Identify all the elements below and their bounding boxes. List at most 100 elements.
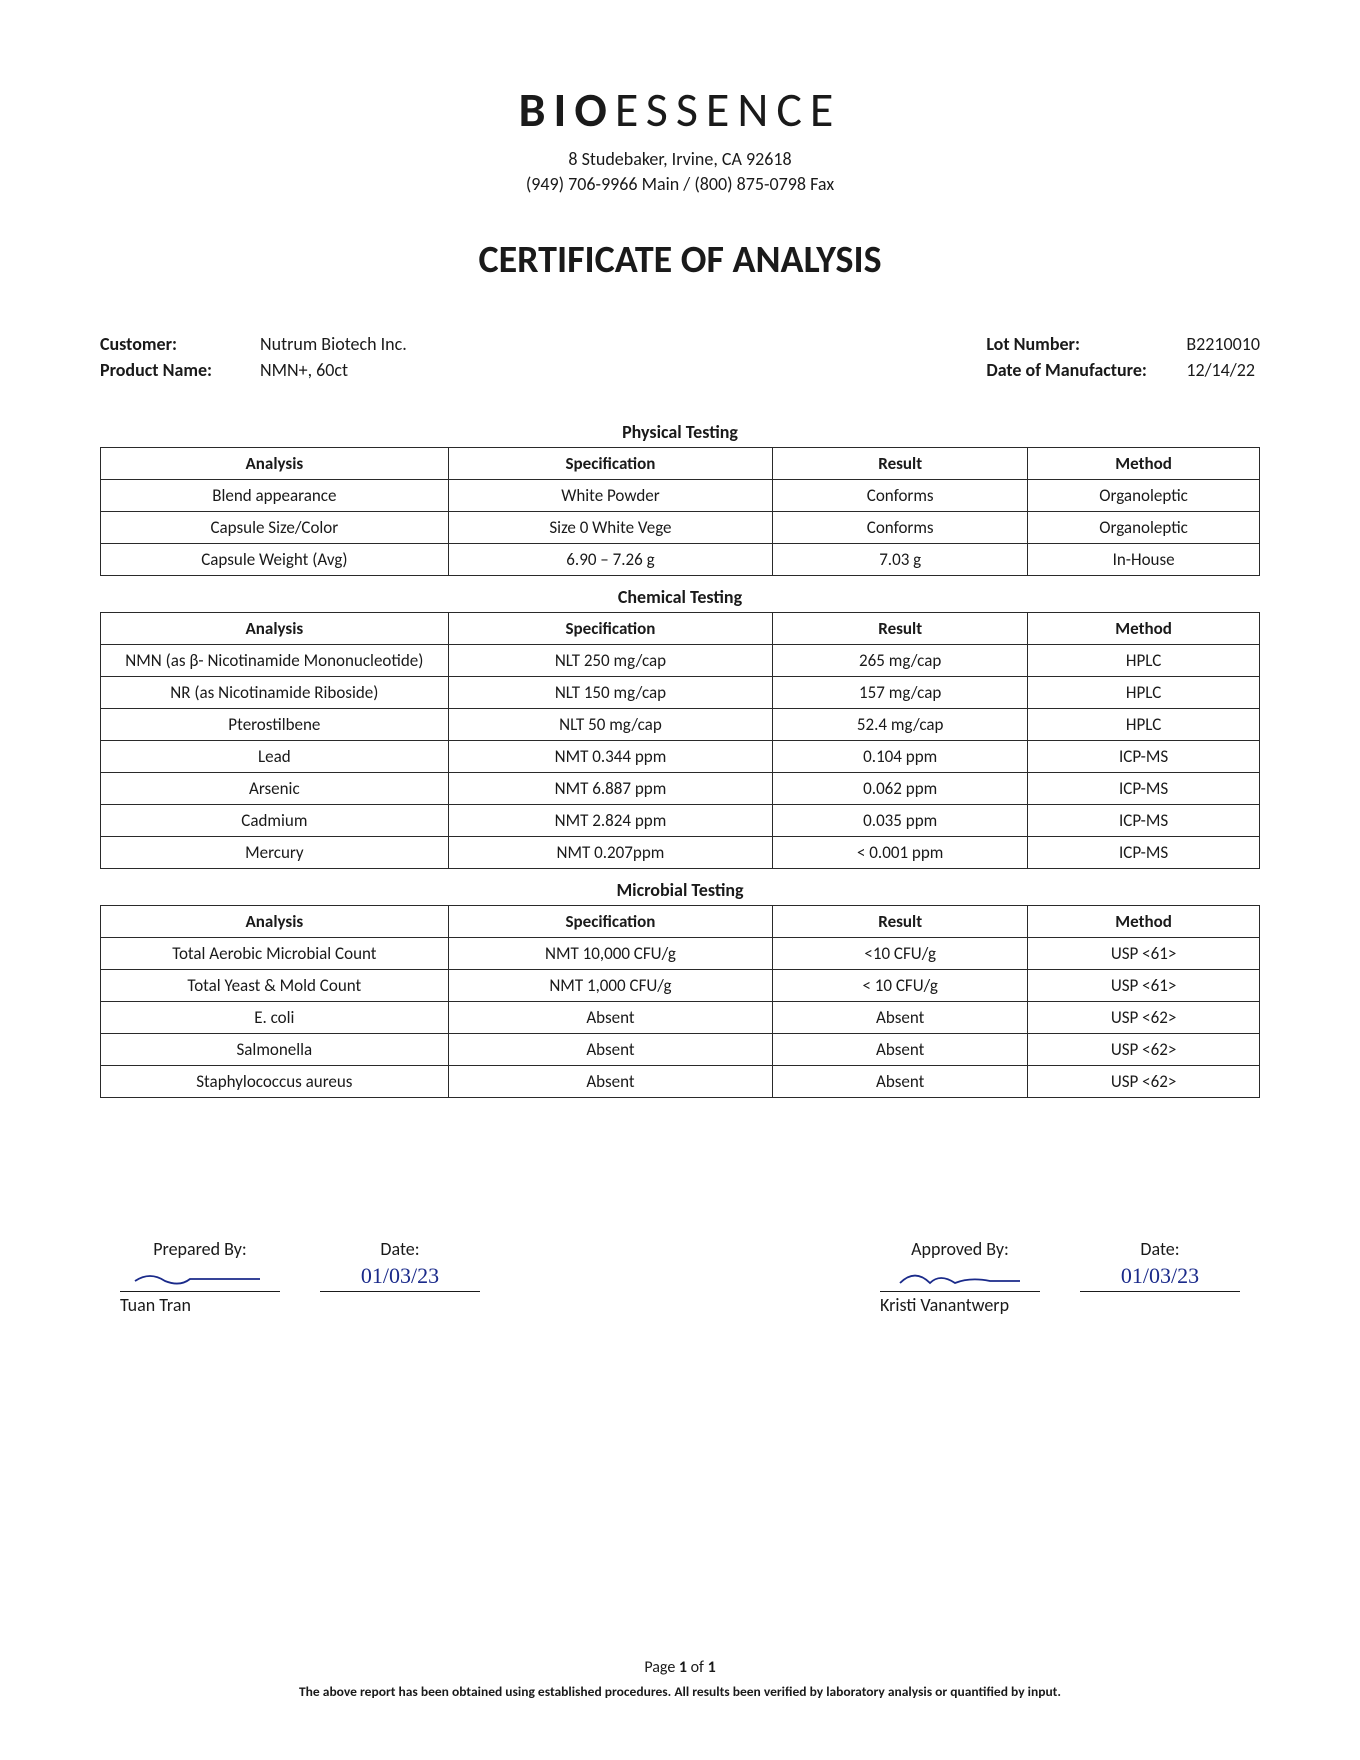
cell-result: 7.03 g [773, 544, 1028, 576]
chemical-title: Chemical Testing [100, 586, 1260, 608]
approved-by-col: Approved By: Kristi Vanantwerp [880, 1238, 1040, 1316]
logo-light: ESSENCE [615, 80, 842, 139]
cell-method: ICP-MS [1028, 741, 1260, 773]
cell-result: < 10 CFU/g [773, 970, 1028, 1002]
document-header: BIOESSENCE 8 Studebaker, Irvine, CA 9261… [100, 80, 1260, 197]
cell-method: USP <61> [1028, 970, 1260, 1002]
dom-label: Date of Manufacture: [986, 359, 1186, 381]
cell-spec: NMT 1,000 CFU/g [448, 970, 773, 1002]
cell-result: < 0.001 ppm [773, 837, 1028, 869]
cell-result: Conforms [773, 512, 1028, 544]
th-result: Result [773, 906, 1028, 938]
cell-analysis: NMN (as β- Nicotinamide Mononucleotide) [101, 645, 449, 677]
company-address: 8 Studebaker, Irvine, CA 92618 (949) 706… [100, 147, 1260, 197]
chemical-table: Analysis Specification Result Method NMN… [100, 612, 1260, 869]
th-method: Method [1028, 613, 1260, 645]
table-row: Staphylococcus aureusAbsentAbsentUSP <62… [101, 1066, 1260, 1098]
table-row: SalmonellaAbsentAbsentUSP <62> [101, 1034, 1260, 1066]
cell-spec: Absent [448, 1002, 773, 1034]
chemical-tbody: NMN (as β- Nicotinamide Mononucleotide)N… [101, 645, 1260, 869]
prepared-name: Tuan Tran [120, 1294, 280, 1316]
cell-result: Conforms [773, 480, 1028, 512]
th-spec: Specification [448, 906, 773, 938]
cell-result: <10 CFU/g [773, 938, 1028, 970]
approved-signature-line [880, 1262, 1040, 1292]
cell-spec: 6.90 – 7.26 g [448, 544, 773, 576]
cell-method: Organoleptic [1028, 512, 1260, 544]
th-method: Method [1028, 448, 1260, 480]
cell-analysis: Staphylococcus aureus [101, 1066, 449, 1098]
cell-spec: NMT 0.344 ppm [448, 741, 773, 773]
cell-analysis: Capsule Weight (Avg) [101, 544, 449, 576]
cell-spec: Size 0 White Vege [448, 512, 773, 544]
approved-date: 01/03/23 [1080, 1262, 1240, 1292]
cell-method: USP <61> [1028, 938, 1260, 970]
cell-analysis: Mercury [101, 837, 449, 869]
cell-result: 0.104 ppm [773, 741, 1028, 773]
cell-analysis: Total Aerobic Microbial Count [101, 938, 449, 970]
cell-method: ICP-MS [1028, 837, 1260, 869]
cell-result: Absent [773, 1034, 1028, 1066]
table-row: Capsule Weight (Avg)6.90 – 7.26 g7.03 gI… [101, 544, 1260, 576]
cell-spec: NLT 150 mg/cap [448, 677, 773, 709]
cell-method: USP <62> [1028, 1066, 1260, 1098]
customer-value: Nutrum Biotech Inc. [260, 333, 407, 355]
cell-result: Absent [773, 1066, 1028, 1098]
page-total: 1 [708, 1658, 716, 1677]
cell-analysis: Cadmium [101, 805, 449, 837]
table-row: MercuryNMT 0.207ppm< 0.001 ppmICP-MS [101, 837, 1260, 869]
cell-method: Organoleptic [1028, 480, 1260, 512]
table-header-row: Analysis Specification Result Method [101, 448, 1260, 480]
page-current: 1 [679, 1658, 687, 1677]
table-row: LeadNMT 0.344 ppm0.104 ppmICP-MS [101, 741, 1260, 773]
page-of: of [687, 1658, 708, 1677]
cell-spec: NMT 2.824 ppm [448, 805, 773, 837]
cell-result: Absent [773, 1002, 1028, 1034]
table-row: CadmiumNMT 2.824 ppm0.035 ppmICP-MS [101, 805, 1260, 837]
cell-method: ICP-MS [1028, 805, 1260, 837]
table-row: E. coliAbsentAbsentUSP <62> [101, 1002, 1260, 1034]
cell-result: 52.4 mg/cap [773, 709, 1028, 741]
table-row: Total Yeast & Mold CountNMT 1,000 CFU/g<… [101, 970, 1260, 1002]
cell-spec: NMT 0.207ppm [448, 837, 773, 869]
meta-section: Customer: Nutrum Biotech Inc. Product Na… [100, 333, 1260, 381]
cell-method: USP <62> [1028, 1034, 1260, 1066]
th-analysis: Analysis [101, 906, 449, 938]
meta-row: Date of Manufacture: 12/14/22 [986, 359, 1260, 381]
page-footer: Page 1 of 1 The above report has been ob… [100, 1658, 1260, 1700]
th-analysis: Analysis [101, 613, 449, 645]
prepared-date: 01/03/23 [320, 1262, 480, 1292]
cell-analysis: Arsenic [101, 773, 449, 805]
product-label: Product Name: [100, 359, 260, 381]
logo-bold: BIO [519, 80, 615, 139]
prepared-label: Prepared By: [120, 1238, 280, 1260]
prepared-by-col: Prepared By: Tuan Tran [120, 1238, 280, 1316]
table-row: ArsenicNMT 6.887 ppm0.062 ppmICP-MS [101, 773, 1260, 805]
cell-method: HPLC [1028, 677, 1260, 709]
cell-method: USP <62> [1028, 1002, 1260, 1034]
physical-tbody: Blend appearanceWhite PowderConformsOrga… [101, 480, 1260, 576]
cell-method: HPLC [1028, 645, 1260, 677]
table-row: NR (as Nicotinamide Riboside)NLT 150 mg/… [101, 677, 1260, 709]
document-title: CERTIFICATE OF ANALYSIS [100, 237, 1260, 283]
meta-left: Customer: Nutrum Biotech Inc. Product Na… [100, 333, 407, 381]
physical-table: Analysis Specification Result Method Ble… [100, 447, 1260, 576]
cell-result: 157 mg/cap [773, 677, 1028, 709]
approved-name: Kristi Vanantwerp [880, 1294, 1040, 1316]
cell-method: ICP-MS [1028, 773, 1260, 805]
microbial-tbody: Total Aerobic Microbial CountNMT 10,000 … [101, 938, 1260, 1098]
signatures-section: Prepared By: Tuan Tran Date: 01/03/23 Ap… [100, 1238, 1260, 1316]
th-spec: Specification [448, 613, 773, 645]
table-row: PterostilbeneNLT 50 mg/cap52.4 mg/capHPL… [101, 709, 1260, 741]
cell-result: 265 mg/cap [773, 645, 1028, 677]
cell-analysis: Lead [101, 741, 449, 773]
cell-result: 0.035 ppm [773, 805, 1028, 837]
dom-value: 12/14/22 [1186, 359, 1255, 381]
cell-spec: NLT 50 mg/cap [448, 709, 773, 741]
lot-label: Lot Number: [986, 333, 1186, 355]
cell-spec: Absent [448, 1066, 773, 1098]
meta-row: Product Name: NMN+, 60ct [100, 359, 407, 381]
cell-method: In-House [1028, 544, 1260, 576]
meta-right: Lot Number: B2210010 Date of Manufacture… [986, 333, 1260, 381]
cell-result: 0.062 ppm [773, 773, 1028, 805]
